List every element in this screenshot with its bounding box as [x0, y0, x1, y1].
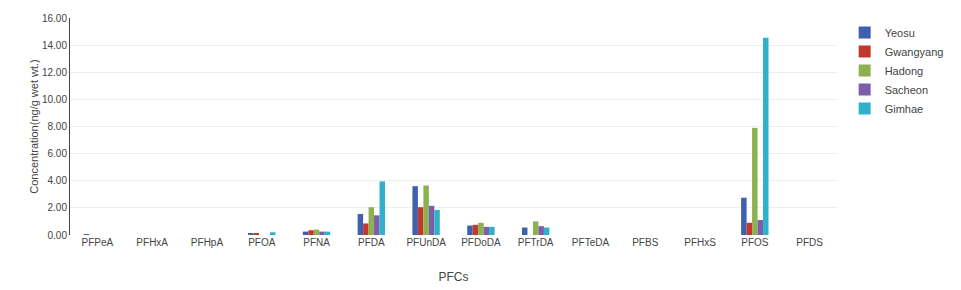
svg-text:12.00: 12.00: [42, 67, 67, 78]
svg-text:PFDA: PFDA: [358, 237, 385, 248]
svg-text:8.00: 8.00: [48, 121, 68, 132]
svg-text:6.00: 6.00: [48, 148, 68, 159]
svg-text:PFOS: PFOS: [741, 237, 769, 248]
svg-text:PFOA: PFOA: [248, 237, 276, 248]
svg-text:0.00: 0.00: [48, 230, 68, 241]
svg-text:PFHxS: PFHxS: [684, 237, 716, 248]
svg-text:Hadong: Hadong: [885, 65, 924, 77]
svg-text:PFDS: PFDS: [796, 237, 823, 248]
svg-text:PFBS: PFBS: [632, 237, 658, 248]
svg-text:Sacheon: Sacheon: [885, 84, 928, 96]
svg-text:PFHxA: PFHxA: [136, 237, 168, 248]
svg-text:Yeosu: Yeosu: [885, 27, 915, 39]
svg-text:10.00: 10.00: [42, 94, 67, 105]
svg-text:16.00: 16.00: [42, 13, 67, 24]
svg-text:PFCs: PFCs: [439, 270, 469, 284]
svg-text:PFPeA: PFPeA: [82, 237, 114, 248]
svg-text:14.00: 14.00: [42, 40, 67, 51]
svg-text:PFNA: PFNA: [303, 237, 330, 248]
svg-text:PFTrDA: PFTrDA: [518, 237, 554, 248]
svg-text:PFDoDA: PFDoDA: [461, 237, 501, 248]
svg-text:2.00: 2.00: [48, 202, 68, 213]
svg-text:Concentration(ng/g wet wt.): Concentration(ng/g wet wt.): [28, 59, 40, 194]
svg-text:Gwangyang: Gwangyang: [885, 46, 944, 58]
svg-text:Gimhae: Gimhae: [885, 103, 924, 115]
svg-text:4.00: 4.00: [48, 175, 68, 186]
svg-text:PFHpA: PFHpA: [191, 237, 224, 248]
svg-text:PFUnDA: PFUnDA: [406, 237, 446, 248]
svg-text:PFTeDA: PFTeDA: [572, 237, 610, 248]
